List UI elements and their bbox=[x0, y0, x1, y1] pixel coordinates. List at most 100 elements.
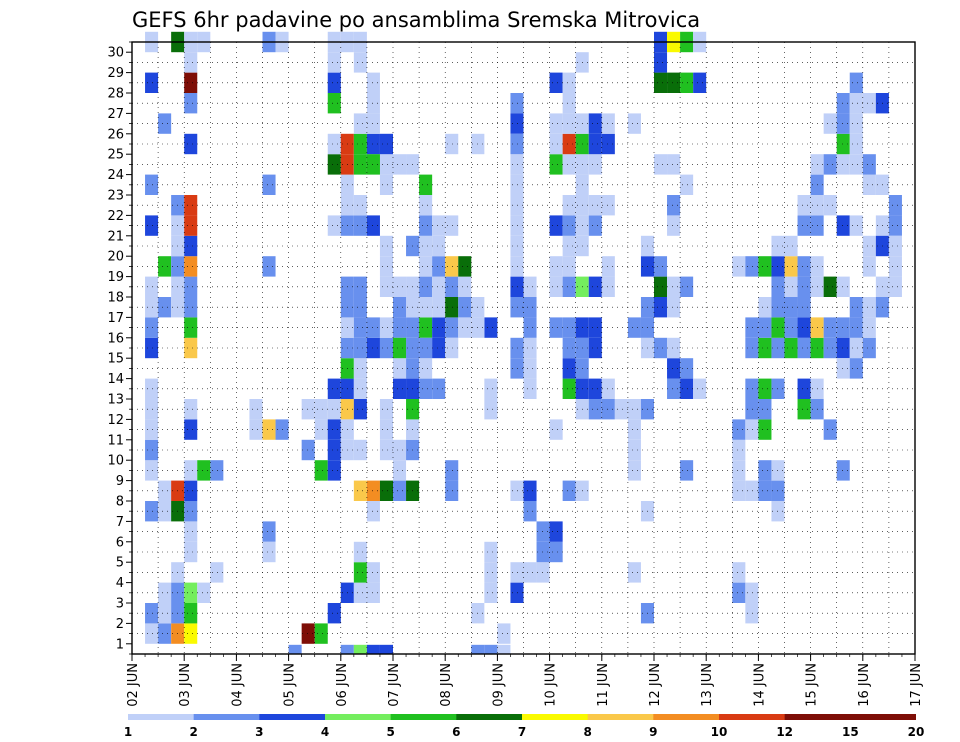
precip-cell bbox=[510, 113, 524, 134]
precip-cell bbox=[419, 297, 433, 318]
colorbar-tick-label: 9 bbox=[649, 725, 657, 739]
precip-cell bbox=[510, 174, 524, 195]
precip-cell bbox=[366, 480, 380, 501]
precip-cell bbox=[797, 337, 811, 359]
colorbar-swatch bbox=[522, 714, 589, 720]
precip-cell bbox=[510, 358, 524, 379]
precip-cell bbox=[301, 399, 315, 420]
precip-cell bbox=[549, 256, 563, 277]
precip-cell bbox=[184, 276, 198, 297]
precip-cell bbox=[184, 419, 198, 440]
precip-cell bbox=[184, 337, 198, 359]
precip-cell bbox=[184, 133, 198, 155]
colorbar-tick-label: 8 bbox=[583, 725, 591, 739]
precip-cell bbox=[562, 215, 576, 236]
precip-cell bbox=[366, 113, 380, 134]
precip-cell bbox=[158, 501, 172, 522]
precip-cell bbox=[353, 378, 367, 399]
precip-cell bbox=[484, 541, 498, 563]
precip-cell bbox=[327, 439, 341, 461]
precip-cell bbox=[184, 521, 198, 542]
precip-cell bbox=[745, 603, 759, 624]
precip-cell bbox=[510, 235, 524, 257]
precip-cell bbox=[758, 297, 772, 318]
y-tick-label: 4 bbox=[116, 576, 124, 591]
precip-cell bbox=[588, 133, 602, 155]
precip-cell bbox=[379, 133, 393, 155]
precip-cell bbox=[758, 460, 772, 481]
precip-cell bbox=[249, 419, 263, 440]
precip-cell bbox=[784, 276, 798, 297]
precip-cell bbox=[836, 113, 850, 134]
precip-cell bbox=[145, 439, 159, 461]
precip-cell bbox=[849, 72, 863, 93]
precip-cell bbox=[445, 276, 459, 297]
precip-cell bbox=[145, 378, 159, 399]
precip-cell bbox=[523, 358, 537, 379]
precip-cell bbox=[366, 317, 380, 338]
precip-cell bbox=[523, 562, 537, 583]
precip-cell bbox=[327, 419, 341, 440]
precip-cell bbox=[549, 541, 563, 563]
y-tick-label: 3 bbox=[116, 597, 124, 612]
precip-cell bbox=[432, 215, 446, 236]
colorbar-tick-label: 20 bbox=[908, 725, 925, 739]
precip-cell bbox=[549, 215, 563, 236]
precip-cell bbox=[549, 317, 563, 338]
precip-cell bbox=[836, 460, 850, 481]
precip-cell bbox=[849, 337, 863, 359]
precip-cell bbox=[419, 174, 433, 195]
precip-cell bbox=[797, 276, 811, 297]
precip-cell bbox=[797, 317, 811, 338]
x-tick-label: 04 JUN bbox=[230, 663, 245, 707]
precip-cell bbox=[745, 480, 759, 501]
precip-cell bbox=[445, 460, 459, 481]
precip-cell bbox=[379, 419, 393, 440]
y-tick-label: 23 bbox=[107, 189, 124, 204]
precip-cell bbox=[366, 337, 380, 359]
precip-cell bbox=[758, 480, 772, 501]
precip-cell bbox=[693, 378, 707, 399]
precip-cell bbox=[523, 337, 537, 359]
precip-cell bbox=[562, 480, 576, 501]
y-tick-label: 17 bbox=[107, 311, 124, 326]
y-tick-label: 9 bbox=[116, 474, 124, 489]
x-tick-label: 11 JUN bbox=[596, 663, 611, 707]
precip-cell bbox=[353, 297, 367, 318]
precip-cell bbox=[523, 501, 537, 522]
colorbar-tick-label: 3 bbox=[255, 725, 263, 739]
precip-cell bbox=[353, 439, 367, 461]
colorbar-swatch bbox=[390, 714, 457, 720]
precip-cell bbox=[366, 501, 380, 522]
precip-cell bbox=[327, 378, 341, 399]
precip-cell bbox=[562, 358, 576, 379]
precip-cell bbox=[145, 72, 159, 93]
precip-cell bbox=[327, 72, 341, 93]
precip-cell bbox=[536, 521, 550, 542]
precip-cell bbox=[419, 215, 433, 236]
precip-cell bbox=[262, 174, 276, 195]
precip-cell bbox=[627, 113, 641, 134]
precip-cell bbox=[327, 399, 341, 420]
precip-cell bbox=[458, 317, 472, 338]
precip-cell bbox=[588, 337, 602, 359]
precip-cell bbox=[797, 215, 811, 236]
precip-cell bbox=[419, 317, 433, 338]
precip-cell bbox=[432, 378, 446, 399]
precip-cell bbox=[184, 399, 198, 420]
precip-cell bbox=[667, 358, 681, 379]
precip-cell bbox=[732, 419, 746, 440]
colorbar-tick-label: 12 bbox=[776, 725, 793, 739]
precip-cell bbox=[836, 154, 850, 175]
precip-cell bbox=[680, 174, 694, 195]
colorbar-tick-label: 15 bbox=[842, 725, 859, 739]
precip-cell bbox=[562, 93, 576, 114]
plot-area bbox=[131, 31, 916, 655]
precip-cell bbox=[862, 235, 876, 257]
precip-cell bbox=[184, 501, 198, 522]
precip-cell bbox=[366, 133, 380, 155]
precip-cell bbox=[484, 378, 498, 399]
precip-cell bbox=[379, 439, 393, 461]
precip-cell bbox=[823, 154, 837, 175]
